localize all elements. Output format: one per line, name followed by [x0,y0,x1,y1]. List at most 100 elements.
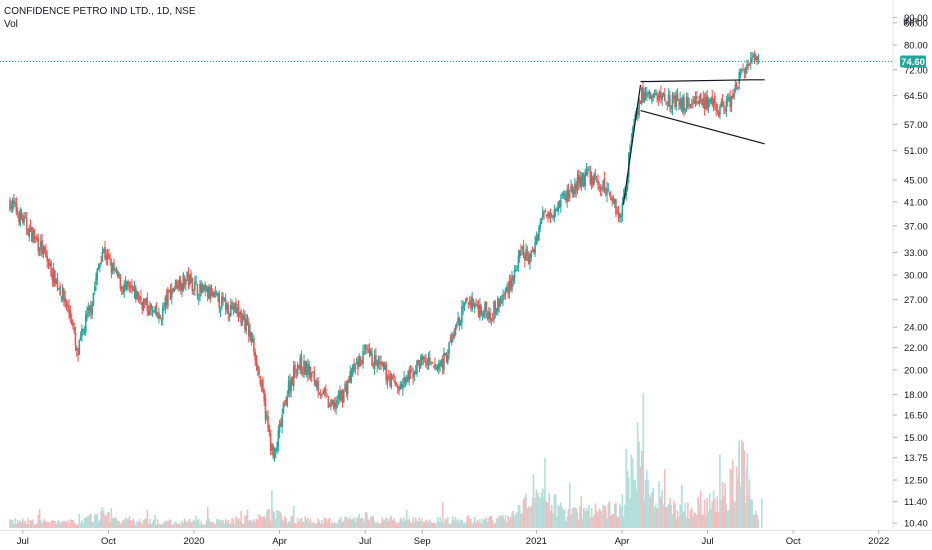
trend-line-flag-upper[interactable] [640,79,765,83]
candle-body [169,290,172,300]
volume-bar [63,520,65,528]
volume-bar [506,522,508,528]
candle-body [753,54,756,62]
candle-body [699,94,702,101]
candle-body [572,191,575,194]
volume-bar [622,516,625,528]
candle-body [318,393,321,395]
candle-body [479,304,481,318]
volume-bar [616,517,619,528]
volume-bar [543,497,545,528]
volume-bar [206,506,209,528]
volume-bar [287,521,290,528]
candle-body [96,268,99,280]
candle-body [473,304,476,309]
candle-body [93,286,96,292]
volume-bar [310,522,313,528]
volume-bar [210,522,213,528]
price-tick-label: 80.00 [904,41,928,52]
candle-body [714,96,716,104]
volume-bar [744,502,747,528]
volume-bar [232,519,235,528]
candle-body [271,444,273,451]
candle-body [286,395,289,406]
volume-bar [557,505,559,528]
candle-body [748,65,751,66]
volume-bar [43,519,46,528]
candle-body [274,448,277,452]
candle-body [380,361,382,365]
candle-body [172,288,174,291]
candle-body [150,304,153,310]
candle-body [178,278,181,289]
volume-bar [209,521,212,528]
volume-bar [743,450,746,528]
candle-body [502,295,504,302]
candle-body [341,390,344,403]
candle-body [399,383,402,390]
volume-bar [173,522,176,528]
volume-bar [355,517,358,528]
candle-body [540,217,543,224]
candle-body [576,177,579,189]
candle-body [167,290,169,307]
time-tick-label: Apr [615,536,630,547]
candle-body [307,365,309,375]
volume-bar [421,518,423,528]
volume-bar [654,504,657,528]
volume-bar [638,441,640,528]
volume-bar [332,524,335,528]
trend-line-flag-pole[interactable] [622,84,642,205]
candle-body [256,366,259,370]
time-axis[interactable]: Jul Oct 2020 Apr Jul Sep 2021 Apr Jul Oct 2022 [17,530,890,547]
candle-body [135,287,137,300]
volume-bar [308,522,310,528]
volume-label[interactable]: Vol [4,19,18,30]
volume-bar [714,498,716,528]
symbol-title[interactable]: CONFIDENCE PETRO IND LTD., 1D, NSE [4,6,196,17]
candle-body [611,198,613,201]
volume-bar [437,521,440,528]
candle-body [61,287,64,301]
volume-bar [191,521,194,528]
volume-bar [326,522,328,528]
candle-body [684,108,687,110]
volume-bar [431,523,434,528]
flag-pattern-drawing[interactable] [622,79,765,205]
candle-body [255,357,258,367]
candle-body [633,123,635,129]
volume-bar [384,519,386,528]
candle-body [696,96,698,99]
candle-body [464,299,467,304]
candle-body [544,210,547,212]
trend-line-flag-lower[interactable] [640,110,765,145]
volume-bar [626,470,629,528]
candle-body [749,58,752,64]
candle-body [450,337,453,343]
volume-bar [423,521,426,528]
candle-body [477,304,480,316]
candle-body [467,302,470,304]
volume-bar [565,520,567,528]
candle-body [97,266,100,270]
volume-bar [79,523,82,528]
volume-bar [160,523,163,528]
candle-body [490,319,493,321]
candle-body [676,93,679,101]
volume-bar [675,518,678,528]
volume-bar [304,516,307,528]
volume-bar [473,516,476,528]
volume-bar [444,518,447,528]
volume-bar [640,450,643,528]
volume-bar [690,507,693,528]
volume-bar [480,523,482,528]
volume-bar [309,518,312,528]
candle-body [142,300,145,311]
candle-body [553,209,556,219]
volume-bar [282,520,285,528]
volume-bar [466,516,468,528]
candle-body [711,96,714,105]
volume-bar [278,511,281,528]
